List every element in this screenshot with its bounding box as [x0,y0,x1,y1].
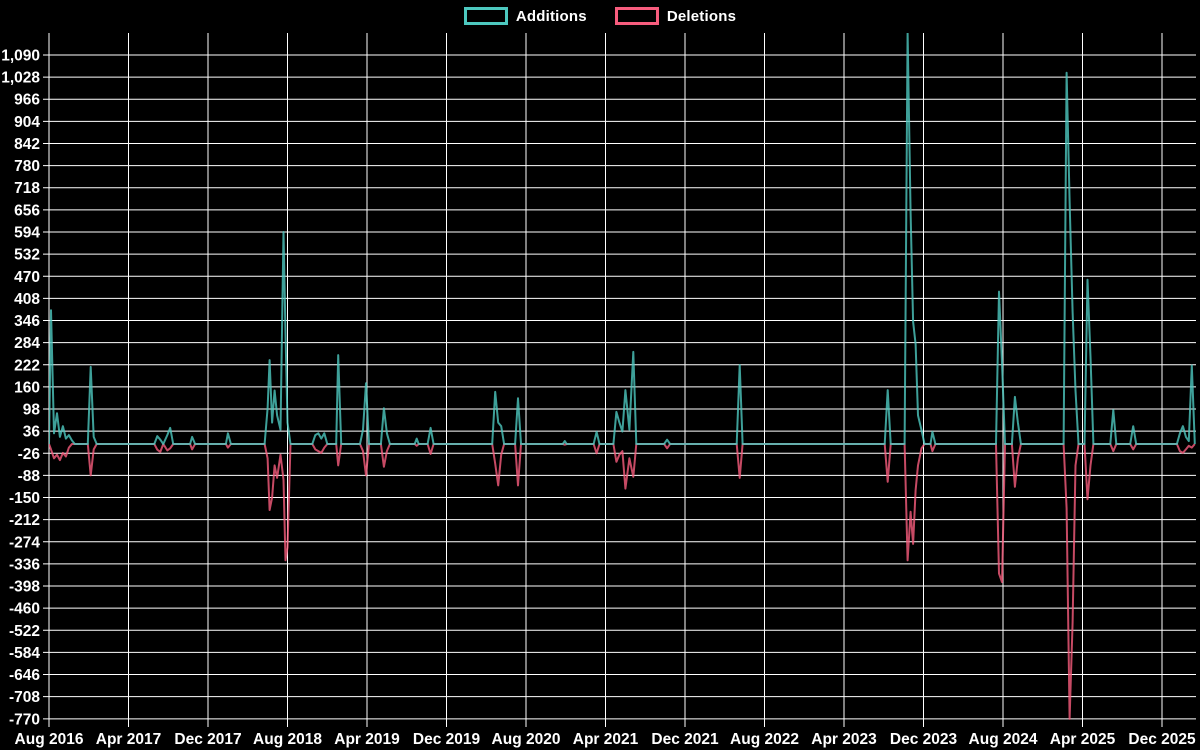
y-axis-tick-label: 98 [23,402,41,419]
y-axis-tick-label: -708 [9,689,40,706]
legend-item-deletions[interactable]: Deletions [614,7,737,25]
y-axis-tick-label: 904 [14,114,40,131]
legend-deletions-label: Deletions [666,7,737,25]
y-axis-tick-label: 780 [14,158,40,175]
legend-additions-label: Additions [515,7,587,25]
chart-legend: Additions Deletions [0,7,1200,25]
x-axis-tick-label: Dec 2017 [174,731,241,748]
y-axis-tick-label: 470 [14,269,40,286]
x-axis-tick-label: Apr 2021 [573,731,639,748]
y-axis-tick-label: 160 [14,379,40,396]
x-axis-tick-label: Apr 2025 [1050,731,1116,748]
y-axis-tick-label: -770 [9,711,40,728]
deletions-swatch-icon [614,7,659,25]
y-axis-tick-label: 532 [14,247,40,264]
y-axis-tick-label: 966 [14,92,40,109]
y-axis-tick-label: 222 [14,357,40,374]
y-axis-tick-label: 1,090 [1,47,40,64]
x-axis-tick-label: Dec 2025 [1128,731,1196,748]
y-axis-tick-label: -336 [9,556,40,573]
y-axis-tick-label: 408 [14,291,40,308]
y-axis-tick-label: 594 [14,225,40,242]
y-axis-tick-label: -26 [18,446,41,463]
y-axis-tick-label: -522 [9,623,40,640]
y-axis-tick-label: 842 [14,136,40,153]
additions-swatch-icon [463,7,508,25]
y-axis-tick-label: -398 [9,579,40,596]
y-axis-tick-label: 346 [14,313,40,330]
deletions-line [49,443,1196,720]
x-axis-tick-label: Apr 2019 [334,731,400,748]
y-axis-tick-label: 718 [14,180,40,197]
y-axis-tick-label: -274 [9,534,40,551]
x-axis-tick-label: Apr 2017 [96,731,161,748]
y-axis-tick-label: -88 [18,468,41,485]
y-axis-tick-label: 284 [14,335,40,352]
x-axis-tick-label: Dec 2021 [651,731,719,748]
x-axis-tick-label: Dec 2019 [413,731,481,748]
y-axis-tick-label: 656 [14,202,40,219]
y-axis-tick-label: -646 [9,667,40,684]
x-axis-tick-label: Aug 2016 [15,731,84,748]
legend-item-additions[interactable]: Additions [463,7,587,25]
x-axis-tick-label: Dec 2023 [890,731,958,748]
y-axis-tick-label: -584 [9,645,40,662]
y-axis-tick-label: -212 [9,512,40,529]
y-axis-tick-label: -150 [9,490,40,507]
y-axis-tick-label: 36 [23,424,41,441]
y-axis-tick-label: 1,028 [1,70,40,87]
y-axis-tick-label: -460 [9,601,40,618]
x-axis-tick-label: Aug 2020 [492,731,561,748]
additions-line [49,33,1196,445]
x-axis-tick-label: Aug 2022 [730,731,799,748]
x-axis-tick-label: Apr 2023 [811,731,877,748]
x-axis-tick-label: Aug 2018 [253,731,322,748]
x-axis-tick-label: Aug 2024 [969,731,1038,748]
